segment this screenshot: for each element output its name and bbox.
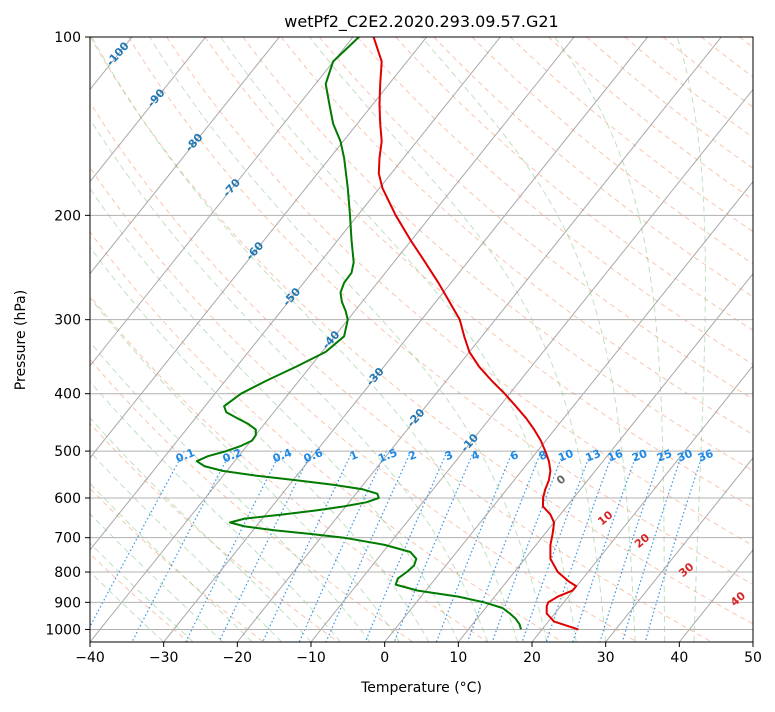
y-tick-label: 900 [54, 595, 81, 611]
y-tick-label: 400 [54, 387, 81, 403]
x-tick-label: −40 [75, 650, 105, 666]
x-tick-label: 0 [380, 650, 389, 666]
y-tick-label: 1000 [45, 622, 81, 638]
y-tick-label: 300 [54, 313, 81, 329]
y-tick-label: 200 [54, 208, 81, 224]
y-tick-label: 800 [54, 565, 81, 581]
chart-title: wetPf2_C2E2.2020.293.09.57.G21 [284, 12, 558, 32]
x-tick-label: −10 [296, 650, 326, 666]
y-axis-label: Pressure (hPa) [13, 290, 29, 390]
x-tick-label: 20 [523, 650, 541, 666]
x-axis-label: Temperature (°C) [360, 680, 482, 696]
x-tick-label: 50 [744, 650, 762, 666]
x-tick-label: 40 [670, 650, 688, 666]
x-tick-label: 10 [449, 650, 467, 666]
x-tick-label: 30 [597, 650, 615, 666]
y-tick-label: 600 [54, 491, 81, 507]
y-tick-label: 500 [54, 444, 81, 460]
y-tick-label: 100 [54, 30, 81, 46]
x-tick-label: −20 [223, 650, 253, 666]
y-tick-label: 700 [54, 531, 81, 547]
x-tick-label: −30 [149, 650, 179, 666]
